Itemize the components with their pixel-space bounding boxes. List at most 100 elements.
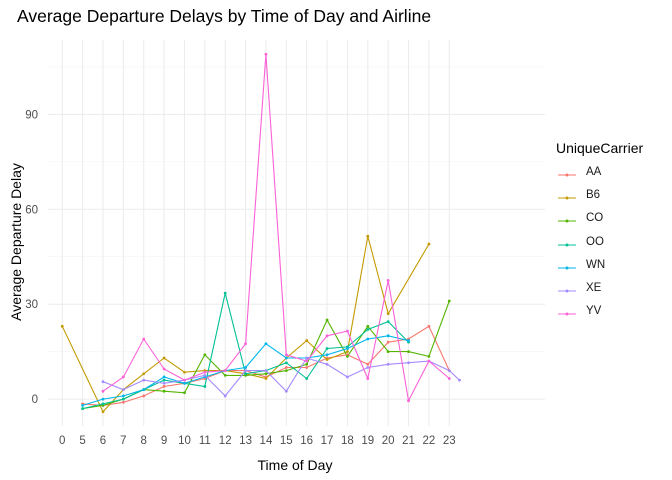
data-point-co (121, 397, 125, 401)
data-point-oo (223, 291, 227, 295)
series-line-wn (82, 335, 409, 406)
data-point-wn (325, 353, 329, 357)
data-point-aa (427, 324, 431, 328)
legend-item-oo: OO (556, 234, 666, 257)
legend-label: OO (586, 235, 604, 248)
data-point-xe (386, 362, 390, 366)
data-point-aa (244, 369, 247, 373)
legend-key-oo (558, 243, 576, 247)
data-point-xe (447, 369, 451, 373)
y-tick-label: 90 (25, 109, 38, 121)
data-point-aa (366, 362, 370, 366)
data-point-xe (203, 373, 207, 377)
data-point-co (142, 388, 146, 392)
x-tick-label: 8 (141, 435, 147, 447)
series-line-co (82, 300, 450, 410)
data-point-aa (121, 400, 125, 404)
data-point-wn (101, 397, 105, 401)
data-point-aa (407, 337, 410, 341)
data-point-wn (223, 369, 227, 373)
data-point-wn (142, 388, 146, 392)
data-point-b6 (203, 369, 207, 373)
data-point-co (81, 407, 85, 410)
data-point-oo (264, 369, 268, 373)
data-point-b6 (121, 388, 125, 392)
data-point-oo (183, 381, 186, 385)
x-tick-label: 7 (120, 435, 126, 447)
data-point-b6 (244, 372, 247, 376)
data-point-yv (386, 279, 390, 282)
x-tick-label: 18 (341, 435, 354, 447)
legend-item-b6: B6 (556, 187, 666, 210)
data-point-yv (305, 359, 309, 363)
legend-item-wn: WN (556, 257, 666, 280)
data-point-b6 (264, 377, 268, 380)
data-point-aa (264, 375, 268, 379)
x-tick-label: 5 (79, 435, 85, 447)
x-tick-label: 13 (239, 435, 252, 447)
data-point-co (264, 372, 268, 376)
data-point-oo (305, 377, 309, 380)
legend-key-xe (558, 289, 576, 293)
data-point-co (305, 362, 309, 366)
data-point-xe (305, 356, 309, 360)
data-point-wn (203, 375, 207, 379)
data-point-b6 (366, 234, 370, 238)
x-tick-label: 20 (382, 435, 395, 447)
data-point-aa (142, 394, 146, 398)
data-point-yv (162, 367, 166, 371)
data-point-b6 (346, 350, 349, 354)
y-tick-label: 0 (32, 394, 38, 406)
x-tick-label: 0 (59, 435, 65, 447)
data-point-oo (284, 361, 288, 365)
y-tick-label: 30 (25, 299, 38, 311)
legend-label: B6 (586, 189, 601, 202)
data-point-xe (458, 378, 461, 382)
data-point-co (244, 373, 247, 377)
x-tick-label: 23 (443, 435, 456, 447)
data-point-oo (142, 388, 146, 392)
data-point-b6 (284, 356, 288, 360)
data-point-oo (203, 385, 207, 388)
data-point-yv (346, 329, 349, 333)
minor-gridlines (48, 66, 545, 352)
x-tick-label: 10 (178, 435, 191, 447)
data-point-aa (162, 385, 166, 388)
data-point-oo (407, 340, 410, 344)
data-point-yv (183, 378, 186, 382)
legend-key-b6 (558, 196, 576, 200)
data-point-co (284, 369, 288, 373)
data-point-yv (407, 399, 410, 403)
data-point-b6 (60, 324, 64, 328)
data-point-wn (162, 375, 166, 379)
data-point-yv (203, 370, 207, 374)
x-tick-label: 12 (219, 435, 232, 447)
data-point-b6 (305, 339, 309, 342)
x-tick-label: 19 (361, 435, 374, 447)
x-tick-label: 14 (260, 435, 273, 447)
data-point-yv (447, 377, 451, 380)
data-point-xe (284, 389, 288, 393)
data-point-wn (346, 347, 349, 350)
data-point-aa (183, 381, 186, 385)
y-axis-ticks: 0 30 60 90 (25, 109, 38, 406)
data-point-wn (386, 334, 390, 338)
legend-title: UniqueCarrier (556, 140, 644, 156)
data-point-yv (244, 342, 247, 346)
data-point-xe (325, 362, 329, 366)
data-point-wn (264, 342, 268, 346)
data-point-oo (346, 345, 349, 349)
data-point-oo (366, 328, 370, 331)
legend: UniqueCarrier AA B6 CO OO WN XE YV (556, 140, 666, 326)
data-point-xe (183, 378, 186, 382)
legend-item-aa: AA (556, 164, 666, 187)
data-point-co (366, 324, 370, 328)
x-tick-label: 9 (161, 435, 167, 447)
legend-key-wn (558, 266, 576, 270)
data-point-xe (264, 369, 268, 373)
data-point-wn (366, 337, 370, 341)
legend-items: AA B6 CO OO WN XE YV (556, 164, 666, 326)
data-point-wn (407, 339, 410, 342)
data-point-aa (346, 353, 349, 357)
data-point-aa (203, 377, 207, 380)
